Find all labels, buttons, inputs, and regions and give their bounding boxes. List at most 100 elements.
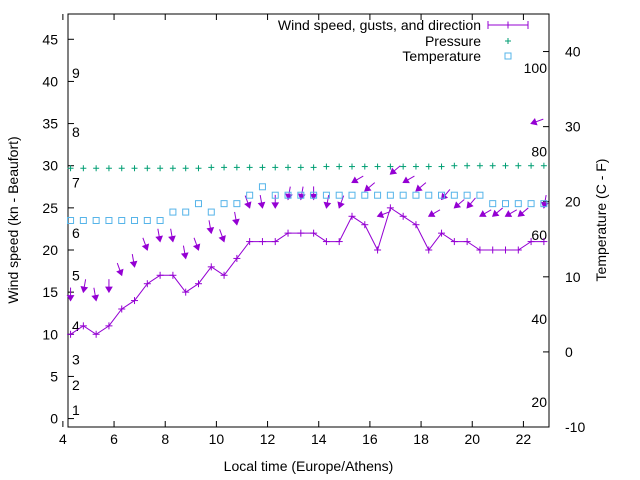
gust-arrow — [389, 165, 401, 175]
pressure-point — [272, 164, 279, 171]
temperature-point — [527, 200, 535, 208]
temperature-point — [476, 191, 484, 199]
axes-layer: 4 6 8 10 12 14 16 18 20 22051015202530354045-1001… — [42, 14, 585, 447]
temperature-point — [540, 200, 548, 208]
gust-arrow-head — [364, 184, 372, 192]
temperature-point — [118, 217, 126, 224]
y-tick-label: 30 — [42, 158, 58, 174]
gust-arrow-head — [80, 286, 89, 294]
legend-sample-pressure — [505, 38, 511, 44]
gust-arrow — [517, 207, 529, 217]
temperature-point — [361, 191, 369, 199]
x-tick-label: 14 — [311, 431, 327, 447]
gust-arrow-head — [66, 295, 75, 302]
gust-arrow — [504, 209, 518, 217]
y2-tick-label: 40 — [565, 44, 581, 60]
legend-sample-temperature — [504, 52, 512, 60]
legend: Wind speed, gusts, and direction Pressur… — [278, 17, 529, 64]
pressure-point — [374, 163, 381, 170]
y2-tick-label: 10 — [565, 269, 581, 285]
fahrenheit-label: 40 — [531, 311, 547, 327]
beaufort-label: 1 — [72, 402, 80, 418]
x-tick-label: 16 — [362, 431, 378, 447]
temperature-point — [514, 200, 522, 208]
temperature-point — [79, 217, 87, 224]
gust-arrow — [530, 118, 544, 126]
wind-speed-point — [335, 238, 343, 246]
wind-speed-point — [284, 229, 292, 237]
gust-arrow-head — [129, 260, 138, 268]
beaufort-label: 6 — [72, 225, 80, 241]
pressure-point — [348, 163, 355, 170]
pressure-point — [118, 165, 125, 172]
wind-speed-point — [514, 246, 522, 254]
temperature-point — [67, 217, 75, 224]
temperature-point — [463, 191, 471, 199]
gust-arrow — [323, 194, 332, 209]
pressure-point — [310, 164, 317, 171]
wind-speed-point — [105, 322, 113, 330]
legend-samples — [487, 21, 529, 60]
plot-frame — [67, 13, 550, 428]
gust-arrow — [479, 209, 492, 217]
y-tick-label: 10 — [42, 326, 58, 342]
gust-arrow — [297, 186, 306, 201]
wind-speed-point — [361, 221, 369, 229]
temperature-point — [348, 191, 356, 199]
wind-speed-point — [233, 254, 241, 262]
pressure-point — [67, 165, 74, 172]
temperature-point — [322, 191, 330, 199]
gust-arrow-head — [168, 235, 176, 243]
x-tick-label: 20 — [464, 431, 480, 447]
temperature-point — [297, 191, 305, 199]
gust-arrow-head — [415, 184, 423, 192]
wind-speed-point — [450, 238, 458, 246]
temperature-point — [271, 191, 279, 199]
wind-speed-point — [207, 263, 215, 271]
gust-arrow — [541, 194, 549, 209]
pressure-point — [438, 163, 445, 170]
gust-arrow-head — [257, 201, 266, 209]
beaufort-label: 8 — [72, 124, 80, 140]
gust-arrow-head — [541, 201, 549, 209]
gust-arrow-head — [402, 176, 410, 184]
pressure-point — [515, 162, 522, 169]
temperature-point — [143, 217, 151, 224]
gust-arrow-head — [530, 118, 538, 126]
temperature-point — [220, 200, 228, 208]
pressure-point — [464, 162, 471, 169]
gust-arrow-head — [479, 210, 487, 217]
pressure-point — [323, 163, 330, 170]
temperature-point — [92, 217, 100, 224]
gust-arrow-head — [427, 210, 436, 217]
gust-arrow-head — [271, 202, 280, 209]
pressure-point — [131, 165, 138, 172]
gust-arrow-head — [337, 201, 345, 209]
wind-speed-point — [297, 229, 305, 237]
beaufort-label: 7 — [72, 175, 80, 191]
wind-speed-point — [143, 280, 151, 288]
x-tick-label: 10 — [209, 431, 225, 447]
pressure-point — [400, 163, 407, 170]
wind-speed-point — [79, 322, 87, 330]
wind-speed-line — [70, 207, 544, 335]
wind-speed-point — [258, 238, 266, 246]
gust-arrow-head — [192, 243, 201, 251]
legend-sample-wind-point — [504, 21, 512, 29]
pressure-point — [221, 164, 228, 171]
fahrenheit-label: 100 — [524, 60, 548, 76]
gust-arrow — [309, 186, 318, 201]
x-tick-label: 22 — [516, 431, 532, 447]
gust-arrow — [66, 287, 75, 302]
x-axis-label: Local time (Europe/Athens) — [224, 458, 394, 474]
wind-speed-point — [246, 238, 254, 246]
pressure-point — [412, 163, 419, 170]
wind-speed-point — [169, 271, 177, 279]
temperature-point — [105, 217, 113, 224]
x-tick-label: 12 — [260, 431, 276, 447]
wind-speed-point — [489, 246, 497, 254]
wind-speed-point — [463, 238, 471, 246]
pressure-point — [387, 163, 394, 170]
pressure-point — [361, 163, 368, 170]
gust-arrow — [376, 210, 390, 219]
